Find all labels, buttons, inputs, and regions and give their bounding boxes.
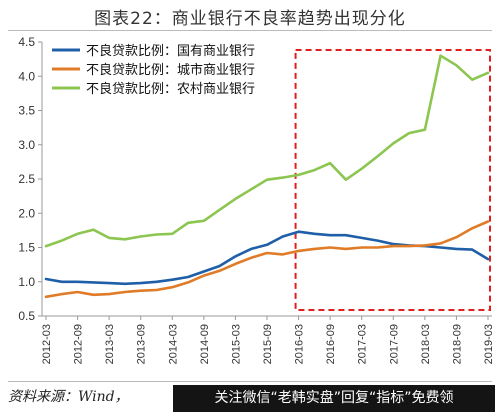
x-tick-label: 2016-03: [294, 324, 306, 364]
highlight-box: [294, 49, 492, 311]
y-tick-label: 3.0: [18, 138, 35, 152]
x-tick-label: 2014-03: [167, 324, 179, 364]
source-note: 资料来源：Wind，: [8, 389, 129, 405]
x-tick-label: 2017-03: [357, 324, 369, 364]
x-tick-label: 2012-09: [73, 324, 85, 364]
y-tick-label: 3.5: [18, 104, 35, 118]
title-divider: [8, 30, 492, 31]
x-tick-label: 2019-03: [483, 324, 495, 364]
y-tick-label: 2.0: [18, 206, 35, 220]
x-tick-label: 2012-03: [41, 324, 53, 364]
x-tick-label: 2015-03: [230, 324, 242, 364]
x-tick-label: 2013-03: [104, 324, 116, 364]
series-line-1: [44, 230, 490, 286]
page-title: 图表22：商业银行不良率趋势出现分化: [94, 9, 406, 29]
y-tick-label: 2.5: [18, 172, 35, 186]
legend-label-1: 不良贷款比例：国有商业银行: [86, 43, 255, 59]
x-tick-label: 2016-09: [325, 324, 337, 364]
x-tick-label: 2018-03: [420, 324, 432, 364]
x-tick-label: 2013-09: [136, 324, 148, 364]
legend-label-2: 不良贷款比例：城市商业银行: [86, 62, 255, 78]
series-line-3: [44, 54, 490, 248]
y-tick-label: 4.5: [18, 35, 35, 49]
promo-banner: 关注微信“老韩实盘”回复“指标”免费领: [173, 385, 495, 412]
footer-divider: [8, 381, 492, 382]
series-line-2: [44, 220, 490, 299]
y-tick-label: 1.5: [18, 241, 35, 255]
legend-label-3: 不良贷款比例：农村商业银行: [86, 81, 255, 97]
x-tick-label: 2017-09: [388, 324, 400, 364]
y-tick-label: 0.5: [18, 309, 35, 323]
y-tick-label: 1.0: [18, 275, 35, 289]
x-tick-label: 2014-09: [199, 324, 211, 364]
x-tick-label: 2015-09: [262, 324, 274, 364]
line-chart: 0.5 1.0 1.5 2.0 2.5 3.0 3.5 4.0 4.5 2012-03 2012-0…: [18, 35, 495, 364]
y-tick-label: 4.0: [18, 69, 35, 83]
x-tick-label: 2018-09: [451, 324, 463, 364]
